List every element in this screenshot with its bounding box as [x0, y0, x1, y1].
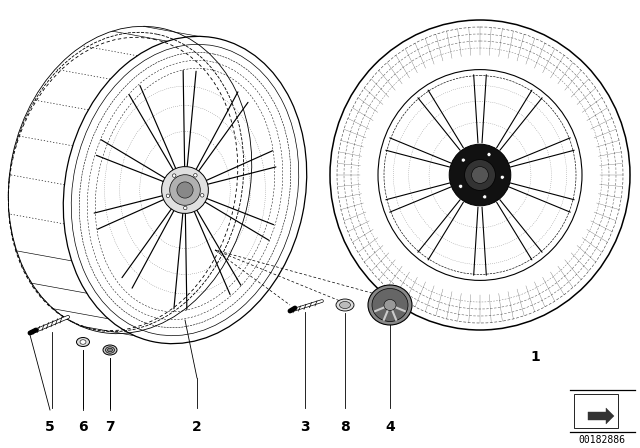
Ellipse shape: [108, 348, 113, 352]
Ellipse shape: [472, 167, 488, 183]
Ellipse shape: [200, 194, 204, 197]
Text: 1: 1: [530, 350, 540, 364]
Ellipse shape: [459, 184, 463, 188]
Text: 2: 2: [192, 420, 202, 434]
Text: 3: 3: [300, 420, 310, 434]
Ellipse shape: [170, 175, 200, 205]
Polygon shape: [588, 408, 614, 424]
Ellipse shape: [80, 340, 86, 344]
Ellipse shape: [336, 299, 354, 311]
Ellipse shape: [194, 173, 197, 177]
Ellipse shape: [449, 144, 511, 206]
Text: 00182886: 00182886: [579, 435, 625, 445]
Ellipse shape: [177, 182, 193, 198]
Ellipse shape: [77, 337, 90, 346]
Ellipse shape: [368, 285, 412, 325]
Ellipse shape: [103, 345, 117, 355]
Ellipse shape: [372, 289, 408, 322]
Ellipse shape: [384, 300, 396, 310]
Ellipse shape: [461, 158, 465, 162]
Text: 7: 7: [105, 420, 115, 434]
Ellipse shape: [339, 302, 351, 309]
Text: 8: 8: [340, 420, 350, 434]
Text: 4: 4: [385, 420, 395, 434]
Ellipse shape: [483, 195, 487, 199]
Ellipse shape: [500, 175, 504, 179]
Text: 5: 5: [45, 420, 55, 434]
Ellipse shape: [487, 152, 491, 156]
Text: 6: 6: [78, 420, 88, 434]
Polygon shape: [574, 394, 618, 428]
Ellipse shape: [184, 206, 187, 210]
Ellipse shape: [465, 159, 495, 190]
Ellipse shape: [172, 174, 176, 177]
Ellipse shape: [161, 167, 209, 213]
Ellipse shape: [166, 194, 170, 198]
Ellipse shape: [106, 347, 115, 353]
